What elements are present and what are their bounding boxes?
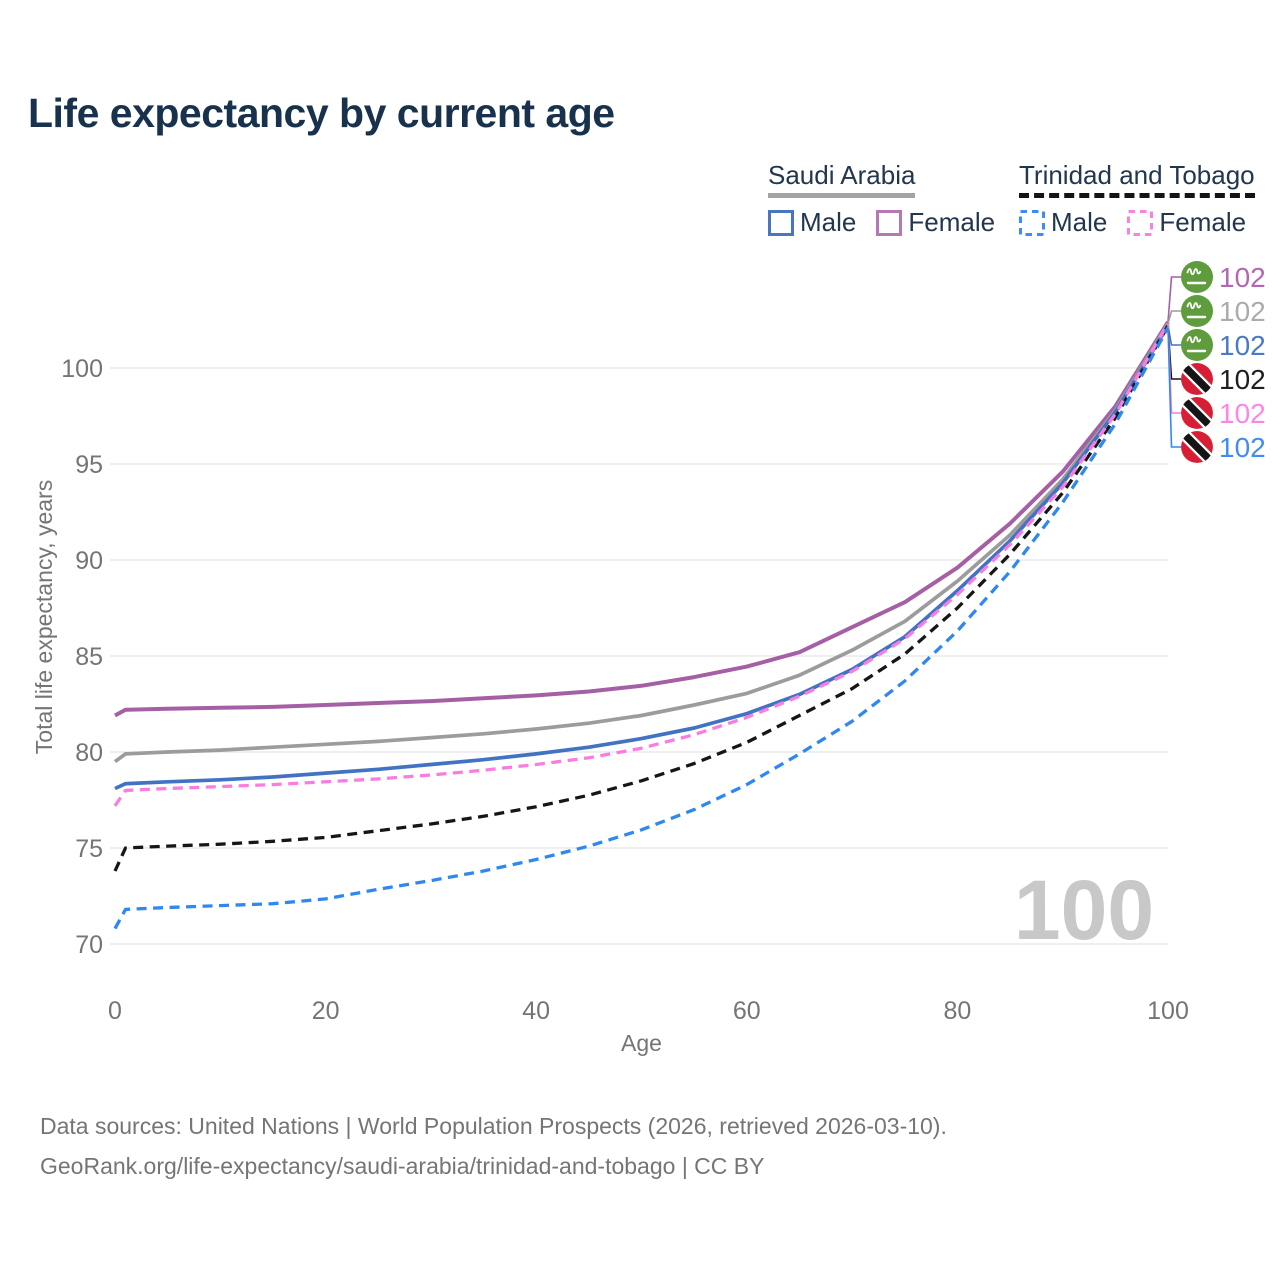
x-tick-label: 60: [733, 997, 761, 1025]
series-line-saudi-arabia-male: [114, 324, 1170, 791]
legend-linestyle-trinidad-and-tobago: [1019, 193, 1255, 198]
y-tick-label: 70: [75, 931, 103, 959]
legend-group-trinidad-and-tobago: Trinidad and Tobago Male Female: [1019, 160, 1266, 238]
trinidad-and-tobago-flag-icon: [1181, 363, 1213, 395]
y-tick-label: 80: [75, 739, 103, 767]
y-tick-label: 85: [75, 643, 103, 671]
end-value-label-trinidad-and-tobago-both-sexes: 102: [1219, 364, 1266, 395]
legend-label-trinidad-female: Female: [1159, 207, 1247, 237]
trinidad-and-tobago-flag-icon: [1181, 431, 1213, 463]
legend-group-saudi-arabia: Saudi Arabia Male Female: [768, 160, 1015, 238]
age-watermark: 100: [1014, 863, 1154, 957]
x-axis-title: Age: [621, 1030, 662, 1056]
legend-label-saudi-male: Male: [800, 207, 857, 237]
y-tick-label: 90: [75, 547, 103, 575]
end-label-connector: [1167, 310, 1181, 325]
end-value-label-saudi-arabia-both-sexes: 102: [1219, 296, 1266, 327]
y-axis-title: Total life expectancy, years: [31, 480, 57, 754]
saudi-arabia-flag-icon: [1181, 261, 1213, 293]
end-value-label-trinidad-and-tobago-female: 102: [1219, 398, 1266, 429]
x-tick-label: 100: [1147, 997, 1189, 1025]
y-tick-label: 75: [75, 835, 103, 863]
legend-swatch-trinidad-male: [1019, 209, 1045, 236]
series-line-trinidad-and-tobago-both-sexes: [113, 324, 1170, 872]
footer-attribution: GeoRank.org/life-expectancy/saudi-arabia…: [40, 1153, 765, 1179]
saudi-arabia-flag-icon: [1181, 295, 1213, 327]
x-tick-label: 0: [108, 997, 122, 1025]
page-title: Life expectancy by current age: [28, 90, 615, 136]
x-tick-label: 20: [312, 997, 340, 1025]
line-chart: 100 70 75 80 85 90 95 100 0 20 40 60 80 100 Age Total l…: [31, 261, 1266, 1056]
x-tick-label: 40: [522, 997, 550, 1025]
end-value-label-saudi-arabia-male: 102: [1219, 330, 1266, 361]
legend-label-trinidad-male: Male: [1051, 207, 1108, 237]
x-tick-label: 80: [943, 997, 971, 1025]
y-tick-label: 100: [61, 355, 103, 383]
end-label-connector: [1167, 325, 1181, 346]
end-label-connector: [1167, 327, 1181, 448]
legend-swatch-trinidad-female: [1127, 209, 1154, 236]
end-value-label-trinidad-and-tobago-male: 102: [1219, 432, 1266, 463]
end-value-label-saudi-arabia-female: 102: [1219, 262, 1266, 293]
trinidad-and-tobago-flag-icon: [1181, 397, 1213, 429]
saudi-arabia-flag-icon: [1181, 329, 1213, 361]
footer: Data sources: United Nations | World Pop…: [40, 1106, 947, 1186]
legend-swatch-saudi-female: [876, 209, 903, 236]
legend-label-saudi-female: Female: [908, 207, 996, 237]
legend-swatch-saudi-male: [768, 209, 794, 236]
legend-country-saudi-arabia: Saudi Arabia: [768, 160, 916, 190]
end-label-connector: [1167, 276, 1181, 322]
series-line-saudi-arabia-both-sexes: [113, 322, 1170, 764]
series-line-trinidad-and-tobago-male: [113, 326, 1170, 930]
legend-linestyle-saudi-arabia: [768, 193, 916, 198]
series-line-saudi-arabia-female: [114, 320, 1170, 718]
footer-sources: Data sources: United Nations | World Pop…: [40, 1113, 947, 1139]
series-line-trinidad-and-tobago-female: [113, 322, 1170, 807]
legend-country-trinidad-and-tobago: Trinidad and Tobago: [1019, 160, 1255, 190]
y-tick-label: 95: [75, 451, 103, 479]
